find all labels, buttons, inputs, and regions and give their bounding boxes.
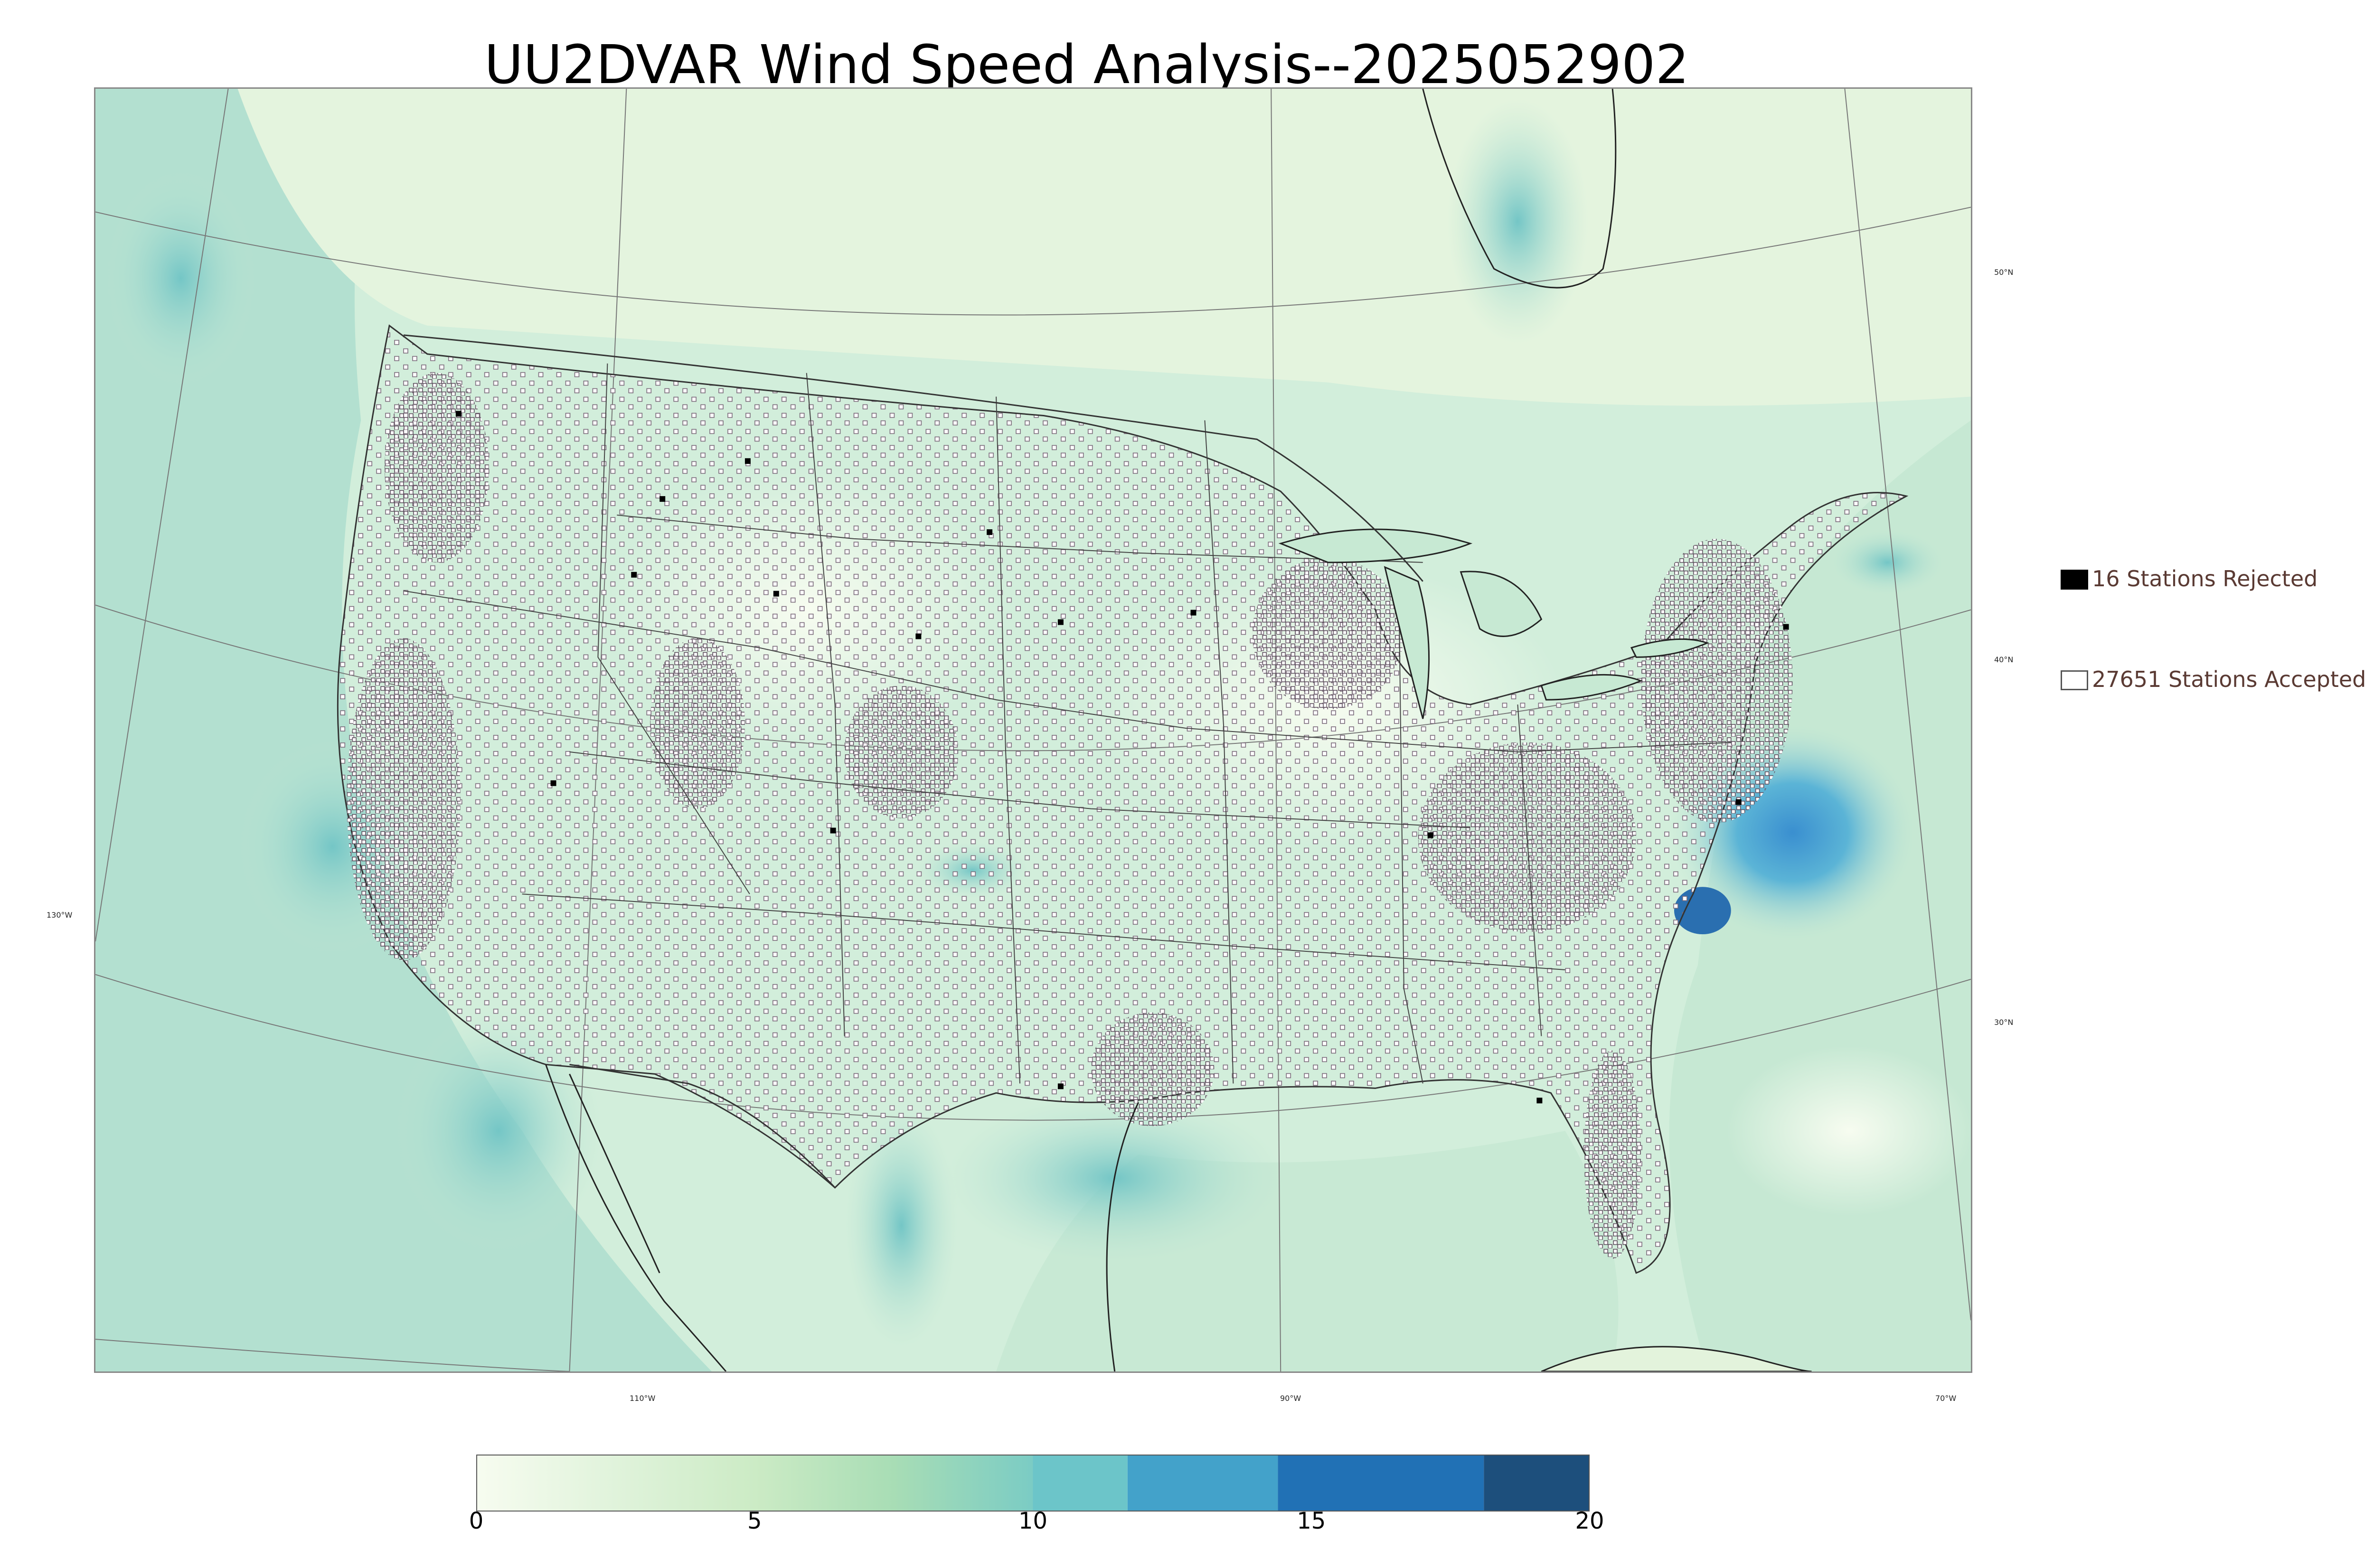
lon-label-70w: 70°W bbox=[1935, 1394, 1957, 1403]
hudson-bay bbox=[1422, 89, 1617, 289]
gulf-of-california bbox=[569, 1073, 660, 1274]
utah-stations bbox=[650, 638, 745, 809]
colorbar-tick-label: 5 bbox=[747, 1508, 762, 1534]
florida-stations bbox=[1584, 1050, 1641, 1259]
baja-wind bbox=[394, 1007, 603, 1254]
colorbar-tick-label: 0 bbox=[469, 1508, 484, 1534]
lon-label-110w: 110°W bbox=[630, 1394, 656, 1403]
great-lakes bbox=[1278, 528, 1710, 719]
canada-border bbox=[403, 334, 1423, 582]
pacific-ocean bbox=[95, 89, 712, 1371]
colorbar-band bbox=[1033, 1455, 1128, 1512]
baja-coast bbox=[545, 1064, 727, 1371]
midwest-stations bbox=[1252, 557, 1404, 710]
rejected-swatch-icon bbox=[2061, 570, 2088, 590]
california-stations bbox=[347, 638, 461, 960]
east-coast-stations bbox=[1641, 538, 1793, 823]
lat-label-40n: 40°N bbox=[1994, 655, 2014, 664]
lat-label-30n: 30°N bbox=[1994, 1018, 2014, 1027]
wind-speed-map[interactable] bbox=[95, 89, 1971, 1371]
lon-label-130w: 130°W bbox=[47, 911, 73, 920]
houston-stations bbox=[1091, 1012, 1215, 1127]
cuba bbox=[1541, 1346, 1812, 1371]
wind-speed-colorbar bbox=[476, 1455, 1590, 1512]
pacific-nw-stations bbox=[385, 373, 489, 563]
colorbar-band bbox=[476, 1455, 1033, 1512]
legend-rejected-label: 16 Stations Rejected bbox=[2092, 566, 2318, 592]
colorado-stations bbox=[844, 685, 959, 818]
pacific-nw-wind bbox=[104, 169, 257, 387]
graticule bbox=[95, 89, 1971, 1371]
lat-label-50n: 50°N bbox=[1994, 268, 2014, 277]
ne-wind-max bbox=[1830, 529, 1945, 596]
colorbar-tick-label: 15 bbox=[1297, 1508, 1326, 1534]
map-title: UU2DVAR Wind Speed Analysis--2025052902 bbox=[484, 34, 1689, 96]
colorbar-tick-label: 10 bbox=[1018, 1508, 1048, 1534]
mexico-gulf-coast bbox=[1106, 1102, 1140, 1371]
lon-label-90w: 90°W bbox=[1280, 1394, 1301, 1403]
colorbar-tick-label: 20 bbox=[1575, 1508, 1604, 1534]
mexico-highlands-wind bbox=[844, 1102, 959, 1349]
hudson-bay-wind bbox=[1446, 98, 1589, 345]
colorbar-band bbox=[1484, 1455, 1590, 1512]
rejected-stations bbox=[455, 411, 1789, 1104]
calm-area-caribbean bbox=[1726, 1045, 1971, 1216]
map-frame[interactable] bbox=[94, 87, 1972, 1373]
mexico-border bbox=[569, 1063, 836, 1188]
state-borders bbox=[403, 363, 1731, 1084]
colorbar-band bbox=[1278, 1455, 1484, 1512]
accepted-swatch-icon bbox=[2061, 670, 2088, 690]
colorbar-band bbox=[1127, 1455, 1278, 1512]
legend-accepted-label: 27651 Stations Accepted bbox=[2092, 667, 2366, 692]
